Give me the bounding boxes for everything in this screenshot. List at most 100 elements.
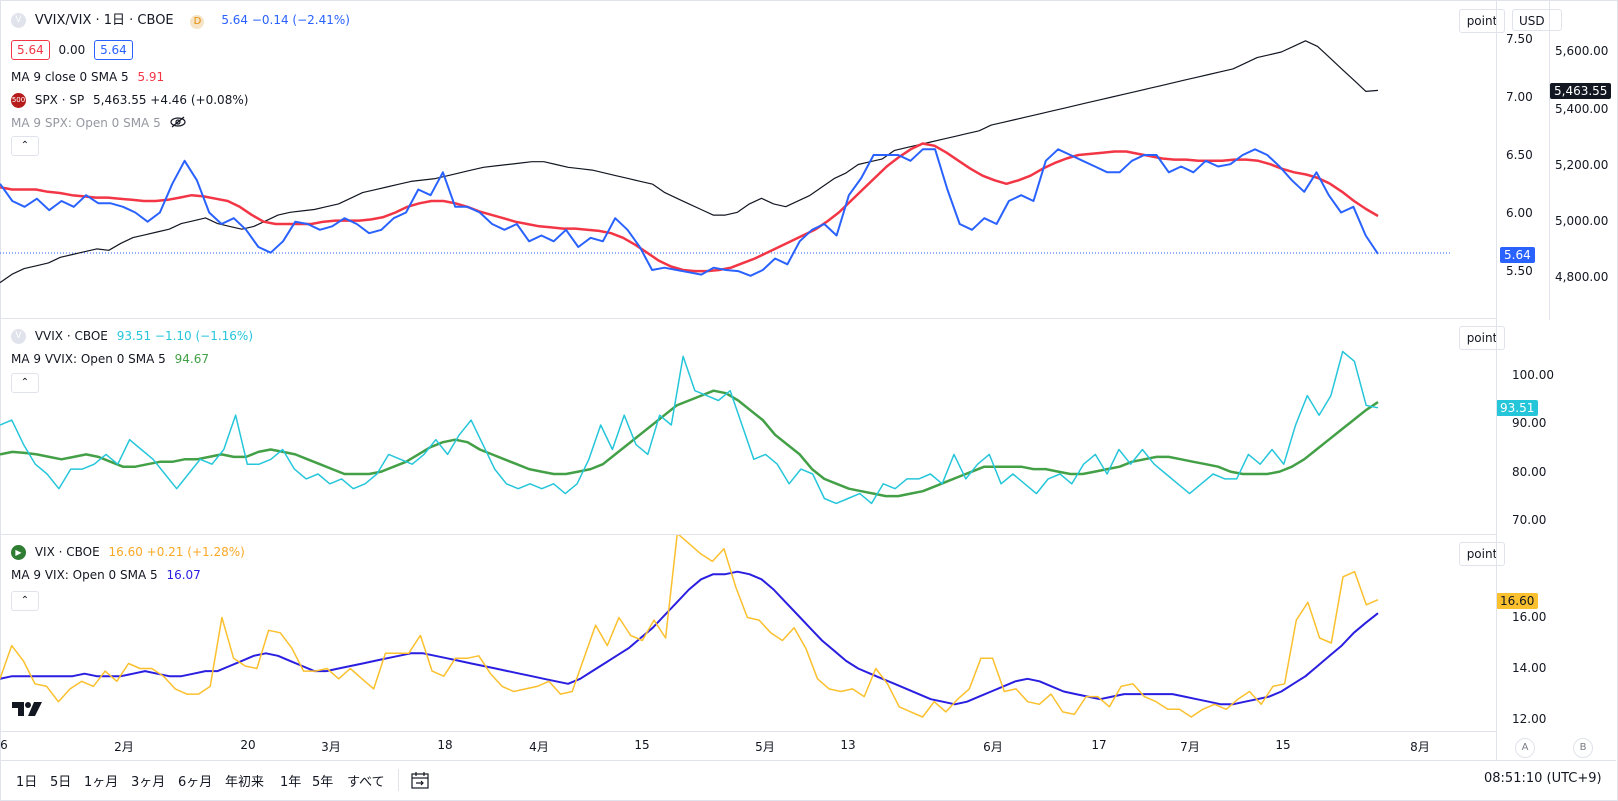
time-axis-label: 20 bbox=[240, 738, 256, 752]
spx-icon: 500 bbox=[11, 93, 26, 108]
plot-vix[interactable] bbox=[0, 535, 1450, 731]
time-axis-label: 17 bbox=[1091, 738, 1107, 752]
vix-quote: 16.60 +0.21 (+1.28%) bbox=[108, 545, 245, 559]
right-axis-label: 5,400.00 bbox=[1555, 102, 1609, 116]
vix-ma-line[interactable] bbox=[0, 570, 1379, 706]
left-axis-label: 6.50 bbox=[1506, 148, 1533, 162]
range-toolbar: 1日 5日 1ヶ月 3ヶ月 6ヶ月 年初来 1年 5年 すべて 08:51:10… bbox=[0, 760, 1616, 799]
left-axis-label: 6.00 bbox=[1506, 206, 1533, 220]
collapse-legend-button[interactable]: ⌃ bbox=[11, 591, 39, 611]
time-axis-label: 4月 bbox=[529, 740, 549, 754]
range-5d-button[interactable]: 5日 bbox=[50, 775, 72, 790]
collapse-legend-button[interactable]: ⌃ bbox=[11, 373, 39, 393]
currency-button[interactable]: USD bbox=[1512, 9, 1562, 31]
scale-a-button[interactable]: A bbox=[1515, 738, 1535, 758]
legend-ma-main: MA 9 close 0 SMA 5 5.91 bbox=[11, 68, 169, 86]
axis-label: 12.00 bbox=[1512, 712, 1547, 726]
time-axis-label: 5月 bbox=[755, 740, 775, 754]
plot-vvix[interactable] bbox=[0, 319, 1450, 534]
price-scale-divider bbox=[1549, 0, 1550, 320]
symbol-icon: V bbox=[11, 329, 26, 344]
vvix-quote: 93.51 −1.10 (−1.16%) bbox=[116, 329, 254, 343]
point-button[interactable]: point bbox=[1459, 326, 1505, 350]
right-axis-label: 5,000.00 bbox=[1555, 214, 1609, 228]
range-all-button[interactable]: すべて bbox=[347, 775, 385, 790]
range-3m-button[interactable]: 3ヶ月 bbox=[131, 775, 166, 790]
bid-box[interactable]: 5.64 bbox=[11, 40, 50, 60]
ma-main-label[interactable]: MA 9 close 0 SMA 5 bbox=[11, 70, 129, 84]
ma-vvix-value: 94.67 bbox=[174, 352, 209, 366]
vvix-ma-line[interactable] bbox=[0, 389, 1379, 498]
ma-spx-label[interactable]: MA 9 SPX: Open 0 SMA 5 bbox=[11, 116, 161, 130]
point-button[interactable]: point bbox=[1459, 542, 1505, 566]
axis-label: 14.00 bbox=[1512, 661, 1547, 675]
ma-vix-value: 16.07 bbox=[166, 568, 201, 582]
vvix-price-tag: 93.51 bbox=[1496, 400, 1539, 416]
legend-spx: 500 SPX · SP 5,463.55 +4.46 (+0.08%) bbox=[11, 91, 253, 109]
ratio-price-tag: 5.64 bbox=[1500, 247, 1535, 263]
spx-line[interactable] bbox=[0, 40, 1379, 284]
axis-label: 100.00 bbox=[1512, 368, 1554, 382]
bid-ask-row: 5.64 0.00 5.64 bbox=[11, 40, 138, 60]
goto-date-icon[interactable] bbox=[410, 770, 430, 794]
range-1d-button[interactable]: 1日 bbox=[16, 775, 38, 790]
spx-price-tag: 5,463.55 bbox=[1550, 83, 1612, 99]
right-axis-label: 5,600.00 bbox=[1555, 44, 1609, 58]
symbol-title[interactable]: VVIX · CBOE bbox=[34, 329, 108, 343]
axis-label: 90.00 bbox=[1512, 416, 1547, 430]
symbol-title[interactable]: VIX · CBOE bbox=[34, 545, 100, 559]
range-6m-button[interactable]: 6ヶ月 bbox=[178, 775, 213, 790]
legend-vvix: V VVIX · CBOE 93.51 −1.10 (−1.16%) bbox=[11, 327, 258, 345]
pane-vvix-vix bbox=[0, 0, 1496, 319]
spx-title[interactable]: SPX · SP bbox=[34, 93, 85, 107]
price-scale-divider bbox=[1496, 0, 1497, 760]
pane-vix bbox=[0, 535, 1496, 732]
time-axis-label: 18 bbox=[437, 738, 453, 752]
time-axis-label: 8月 bbox=[1410, 740, 1430, 754]
range-1m-button[interactable]: 1ヶ月 bbox=[84, 775, 119, 790]
plot-vvix-vix[interactable] bbox=[0, 0, 1450, 318]
time-axis-label: 15 bbox=[634, 738, 650, 752]
symbol-icon: V bbox=[11, 13, 26, 28]
vix-line[interactable] bbox=[0, 535, 1379, 718]
symbol-title[interactable]: VVIX/VIX · 1日 · CBOE bbox=[34, 13, 174, 28]
clock: 08:51:10 (UTC+9) bbox=[1484, 771, 1602, 786]
collapse-legend-button[interactable]: ⌃ bbox=[11, 136, 39, 156]
left-axis-label: 7.00 bbox=[1506, 90, 1533, 104]
axis-label: 70.00 bbox=[1512, 513, 1547, 527]
axis-label: 16.00 bbox=[1512, 610, 1547, 624]
time-axis-label: 2月 bbox=[114, 740, 134, 754]
market-badge: D bbox=[190, 15, 205, 29]
time-axis-label: 3月 bbox=[321, 740, 341, 754]
scale-b-button[interactable]: B bbox=[1573, 738, 1593, 758]
left-axis-label: 7.50 bbox=[1506, 32, 1533, 46]
ask-box[interactable]: 5.64 bbox=[94, 40, 133, 60]
vvix-line[interactable] bbox=[0, 350, 1379, 505]
right-axis-label: 5,200.00 bbox=[1555, 158, 1609, 172]
time-axis-label: 7月 bbox=[1180, 740, 1200, 754]
ratio-line[interactable] bbox=[0, 148, 1379, 277]
range-5y-button[interactable]: 5年 bbox=[312, 775, 334, 790]
ma-vvix-label[interactable]: MA 9 VVIX: Open 0 SMA 5 bbox=[11, 352, 166, 366]
symbol-icon: ▶ bbox=[11, 545, 26, 560]
hidden-eye-icon[interactable] bbox=[169, 115, 186, 133]
pane-vvix bbox=[0, 319, 1496, 535]
spread-value: 0.00 bbox=[58, 43, 86, 57]
spx-quote: 5,463.55 +4.46 (+0.08%) bbox=[93, 93, 249, 107]
range-divider bbox=[398, 769, 399, 791]
ma-main-value: 5.91 bbox=[137, 70, 165, 84]
time-axis-label: 6 bbox=[0, 738, 8, 752]
right-axis-label: 4,800.00 bbox=[1555, 270, 1609, 284]
point-button[interactable]: point bbox=[1459, 9, 1505, 33]
legend-ma-vvix: MA 9 VVIX: Open 0 SMA 5 94.67 bbox=[11, 350, 214, 368]
ma-vix-label[interactable]: MA 9 VIX: Open 0 SMA 5 bbox=[11, 568, 158, 582]
legend-main: V VVIX/VIX · 1日 · CBOE D 5.64 −0.14 (−2.… bbox=[11, 11, 355, 30]
range-ytd-button[interactable]: 年初来 bbox=[225, 775, 265, 790]
legend-ma-vix: MA 9 VIX: Open 0 SMA 5 16.07 bbox=[11, 566, 206, 584]
tradingview-logo-icon[interactable] bbox=[12, 700, 46, 718]
range-1y-button[interactable]: 1年 bbox=[280, 775, 302, 790]
main-quote: 5.64 −0.14 (−2.41%) bbox=[221, 13, 350, 27]
axis-label: 80.00 bbox=[1512, 465, 1547, 479]
time-axis-label: 15 bbox=[1275, 738, 1291, 752]
time-axis-label: 13 bbox=[840, 738, 856, 752]
